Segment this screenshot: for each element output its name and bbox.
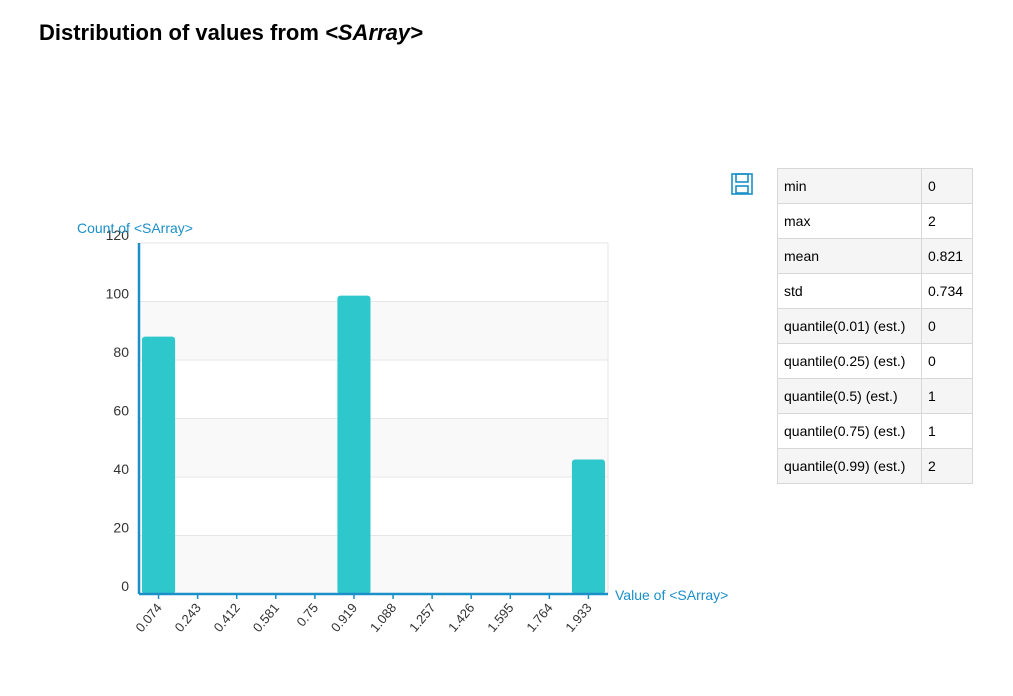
x-tick-label: 1.257 [406,600,438,635]
stats-row: mean 0.821 [777,238,973,274]
stat-key: quantile(0.01) (est.) [777,308,922,344]
y-tick-label: 60 [113,403,129,419]
stats-row: quantile(0.25) (est.) 0 [777,343,973,379]
stat-value: 1 [921,413,973,449]
y-tick-label: 120 [106,227,130,243]
stat-key: quantile(0.99) (est.) [777,448,922,484]
stats-row: min 0 [777,168,973,204]
y-tick-label: 40 [113,461,129,477]
stat-value: 0.821 [921,238,973,274]
x-tick-label: 0.75 [293,600,321,629]
grid-band [139,477,608,536]
histogram-chart: 0 20 40 60 80 100 120 0.074 0.243 0.412 0.581 0.75 0… [77,220,728,635]
stats-row: std 0.734 [777,273,973,309]
x-tick-label: 1.764 [523,600,555,635]
stat-key: quantile(0.5) (est.) [777,378,922,414]
stat-value: 0 [921,343,973,379]
y-tick-label: 100 [106,286,130,302]
stat-value: 0 [921,168,973,204]
x-tick-label: 1.595 [484,600,516,635]
stat-key: quantile(0.75) (est.) [777,413,922,449]
stat-key: min [777,168,922,204]
bar [571,459,605,594]
stat-key: max [777,203,922,239]
y-tick-label: 20 [113,520,129,536]
title-prefix: Distribution of values from [39,20,326,45]
stats-row: max 2 [777,203,973,239]
summary-stats-table: min 0 max 2 mean 0.821 std 0.734 quantile(0.01) … [777,168,973,484]
page-title: Distribution of values from <SArray> [39,20,423,46]
grid-band [139,535,608,594]
stats-row: quantile(0.5) (est.) 1 [777,378,973,414]
x-tick-label: 0.074 [132,600,164,635]
grid-band [139,360,608,419]
bar [337,295,371,594]
x-tick-label: 0.919 [328,600,360,635]
x-tick-label: 0.581 [250,600,282,635]
stat-value: 2 [921,448,973,484]
save-icon[interactable] [731,173,753,195]
grid-band [139,301,608,360]
x-tick-label: 0.243 [172,600,204,635]
x-axis-title: Value of <SArray> [615,587,728,603]
x-tick-label: 1.933 [562,600,594,635]
y-tick-label: 80 [113,344,129,360]
grid-band [139,418,608,477]
x-tick-label: 1.426 [445,600,477,635]
stats-row: quantile(0.01) (est.) 0 [777,308,973,344]
stat-value: 0.734 [921,273,973,309]
grid-band [139,243,608,302]
stat-key: std [777,273,922,309]
stat-key: quantile(0.25) (est.) [777,343,922,379]
x-tick-label: 0.412 [211,600,243,635]
stat-value: 0 [921,308,973,344]
bar [142,336,176,594]
stat-value: 1 [921,378,973,414]
title-sarray: <SArray> [325,20,423,45]
stat-value: 2 [921,203,973,239]
y-tick-label: 0 [121,578,129,594]
stats-row: quantile(0.99) (est.) 2 [777,448,973,484]
stat-key: mean [777,238,922,274]
x-tick-label: 1.088 [367,600,399,635]
y-axis-title: Count of <SArray> [77,220,193,236]
stats-row: quantile(0.75) (est.) 1 [777,413,973,449]
